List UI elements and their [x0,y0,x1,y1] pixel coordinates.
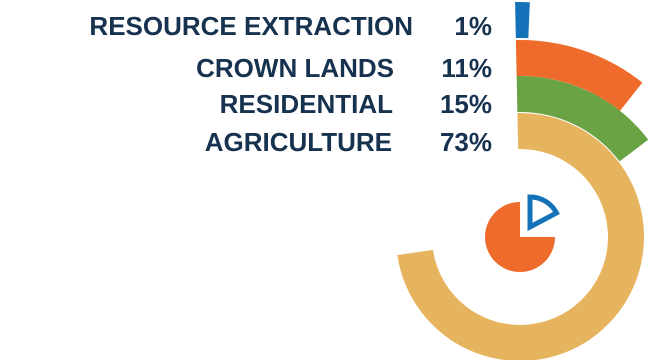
ring-crown-lands [515,40,643,111]
ring-resource-extraction [515,2,530,39]
label-crown-lands: CROWN LANDS [196,53,394,83]
pie-chart-icon [485,194,560,272]
label-residential: RESIDENTIAL [220,89,393,119]
value-residential: 15% [440,89,492,119]
value-agriculture: 73% [440,127,492,157]
ring-agriculture [397,113,644,360]
label-agriculture: AGRICULTURE [205,127,392,157]
ring-group [397,2,649,360]
pie-icon-outline [527,194,560,232]
label-group: RESOURCE EXTRACTION 1% CROWN LANDS 11% R… [89,11,492,157]
value-resource-extraction: 1% [454,11,492,41]
value-crown-lands: 11% [441,53,492,83]
ring-residential [516,76,649,162]
label-resource-extraction: RESOURCE EXTRACTION [89,11,413,41]
pie-icon-slice [485,202,555,272]
